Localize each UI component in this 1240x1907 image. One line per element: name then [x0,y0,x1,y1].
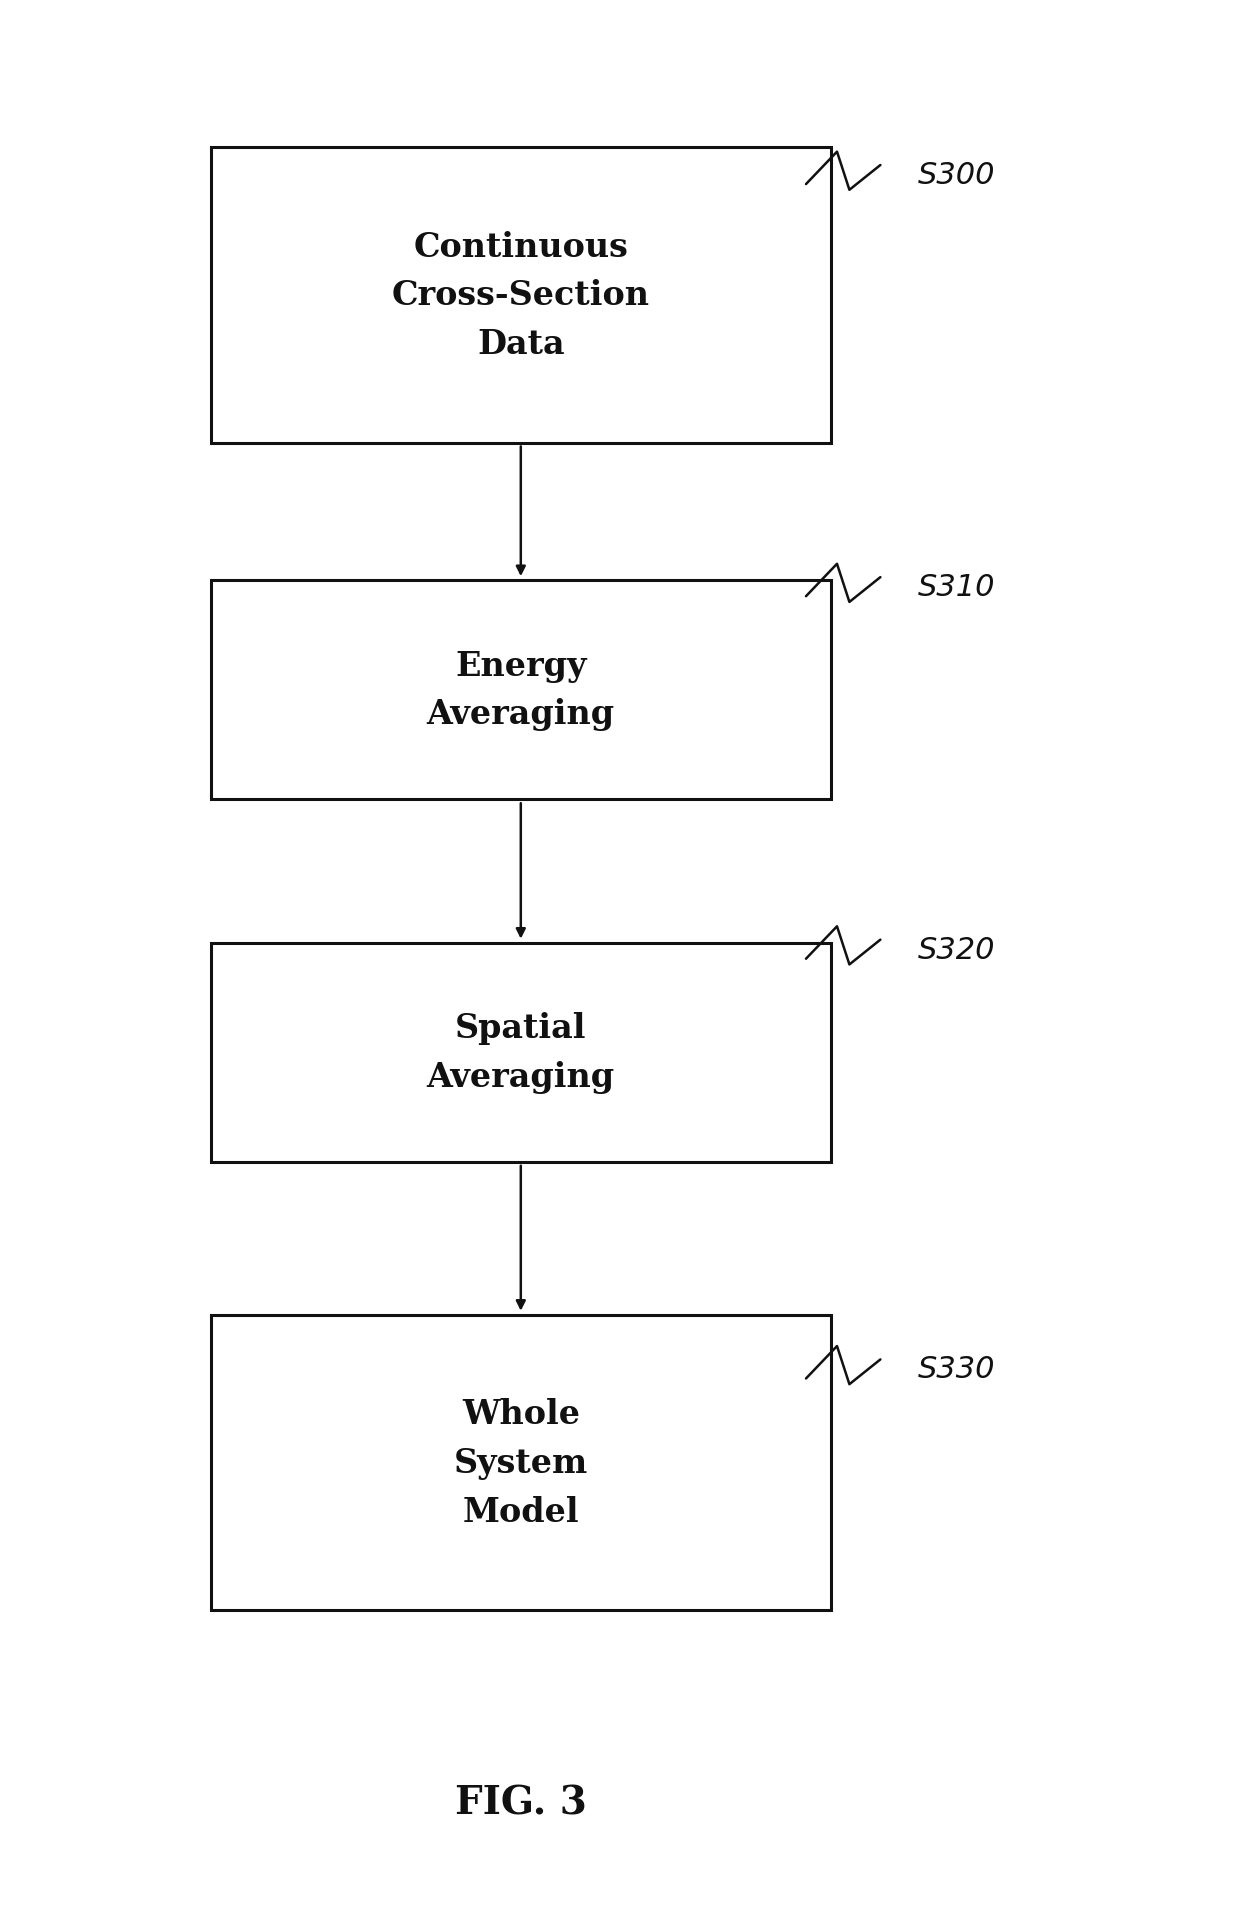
Bar [211,1316,831,1610]
Text: S330: S330 [918,1354,994,1384]
Text: S310: S310 [918,572,994,603]
Text: Continuous
Cross-Section
Data: Continuous Cross-Section Data [392,231,650,360]
Text: S320: S320 [918,934,994,965]
Text: Energy
Averaging: Energy Averaging [427,650,615,730]
Bar [211,149,831,444]
Text: S300: S300 [918,160,994,191]
Bar [211,582,831,801]
Text: Whole
System
Model: Whole System Model [454,1398,588,1528]
Bar [211,942,831,1161]
Text: Spatial
Averaging: Spatial Averaging [427,1013,615,1093]
Text: FIG. 3: FIG. 3 [455,1783,587,1821]
